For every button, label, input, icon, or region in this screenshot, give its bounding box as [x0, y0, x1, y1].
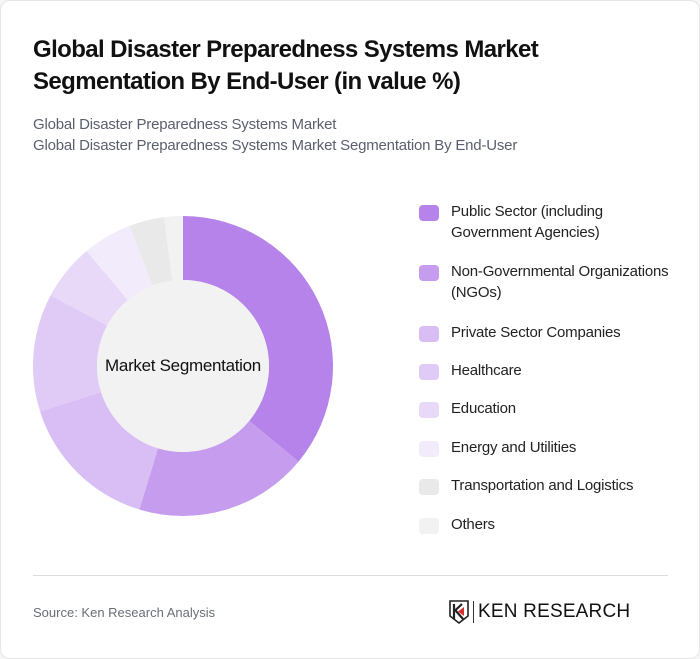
donut-chart-svg	[33, 216, 333, 516]
legend-item-education: Education	[419, 398, 671, 419]
legend-swatch	[419, 326, 439, 342]
chart-title: Global Disaster Preparedness Systems Mar…	[33, 36, 539, 95]
logo-separator	[473, 601, 474, 623]
legend-item-others: Others	[419, 514, 671, 535]
legend-swatch	[419, 364, 439, 380]
legend-label: Education	[451, 400, 516, 417]
donut-slice	[40, 392, 158, 510]
source-note: Source: Ken Research Analysis	[33, 605, 216, 620]
logo-red-triangle	[458, 607, 464, 616]
legend-swatch	[419, 402, 439, 418]
legend-swatch	[419, 205, 439, 221]
donut-chart: Market Segmentation	[1, 201, 371, 531]
donut-slice	[183, 216, 333, 462]
subtitle-line-2: Global Disaster Preparedness Systems Mar…	[33, 137, 518, 154]
donut-slice	[164, 216, 183, 281]
legend-label: Transportation and Logistics	[451, 477, 634, 494]
legend-swatch	[419, 479, 439, 495]
legend-label: Public Sector (including Government Agen…	[451, 203, 603, 241]
donut-slice	[129, 217, 173, 286]
legend-label: Others	[451, 516, 495, 533]
legend-item-ngos: Non-Governmental Organizations (NGOs)	[419, 261, 671, 303]
ken-research-shield-icon	[449, 600, 469, 624]
logo-text: KEN RESEARCH	[478, 601, 631, 622]
subtitle-line-1: Global Disaster Preparedness Systems Mar…	[33, 116, 337, 133]
legend-label: Healthcare	[451, 362, 522, 379]
donut-slice	[86, 225, 153, 301]
legend-label: Non-Governmental Organizations (NGOs)	[451, 263, 669, 301]
legend-swatch	[419, 265, 439, 281]
legend-item-private-sector: Private Sector Companies	[419, 322, 671, 343]
footer-divider	[33, 575, 668, 576]
legend-item-transportation-logistics: Transportation and Logistics	[419, 475, 671, 496]
donut-center-label: Market Segmentation	[105, 356, 261, 375]
legend-label: Energy and Utilities	[451, 439, 577, 456]
legend-swatch	[419, 518, 439, 534]
legend-item-public-sector: Public Sector (including Government Agen…	[419, 201, 671, 243]
donut-slice	[33, 295, 108, 412]
ken-research-logo: KEN RESEARCH	[449, 600, 630, 624]
donut-slice	[139, 420, 299, 516]
legend-item-healthcare: Healthcare	[419, 360, 671, 381]
legend-item-energy-utilities: Energy and Utilities	[419, 437, 671, 458]
legend-label: Private Sector Companies	[451, 324, 621, 341]
donut-hole	[97, 280, 269, 452]
donut-slice	[50, 251, 128, 326]
chart-subtitle: Global Disaster Preparedness Systems Mar…	[33, 114, 673, 156]
legend-swatch	[419, 441, 439, 457]
